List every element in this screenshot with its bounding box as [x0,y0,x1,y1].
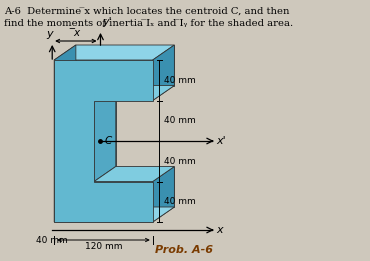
Polygon shape [54,207,174,222]
Polygon shape [94,167,174,181]
Polygon shape [94,86,174,100]
Polygon shape [153,167,174,222]
Text: C: C [105,136,112,146]
Text: 120 mm: 120 mm [85,242,122,251]
Polygon shape [94,86,116,181]
Polygon shape [76,45,174,207]
Text: 40 mm: 40 mm [164,116,195,125]
Polygon shape [54,45,76,222]
Text: find the moments of inertia ̅Iₓ and ̅Iᵧ for the shaded area.: find the moments of inertia ̅Iₓ and ̅Iᵧ … [4,19,293,28]
Text: y': y' [102,17,112,27]
Text: 40 mm: 40 mm [164,76,195,85]
Text: 40 mm: 40 mm [164,157,195,166]
Polygon shape [153,45,174,100]
Text: x': x' [217,136,226,146]
Polygon shape [54,45,174,60]
Text: A-6  Determine ̅x which locates the centroid C, and then: A-6 Determine ̅x which locates the centr… [4,7,289,16]
Polygon shape [54,60,153,222]
Text: 40 mm: 40 mm [164,197,195,206]
Text: y: y [46,29,53,39]
Text: x: x [217,225,223,235]
Text: 40 mm: 40 mm [37,236,68,245]
Text: Prob. A-6: Prob. A-6 [155,245,213,255]
Text: ̅x: ̅x [74,28,80,38]
